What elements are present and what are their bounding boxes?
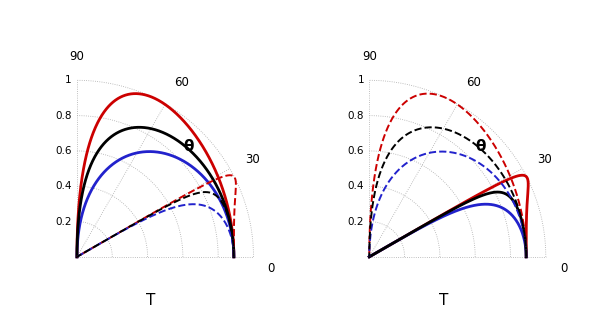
Text: 0.8: 0.8: [55, 111, 72, 121]
Text: 0.4: 0.4: [348, 181, 364, 191]
Text: T: T: [146, 293, 156, 308]
Text: 0.8: 0.8: [348, 111, 364, 121]
Text: 0: 0: [560, 262, 567, 275]
Text: 0.2: 0.2: [55, 216, 72, 227]
Text: 0.6: 0.6: [55, 146, 72, 156]
Text: 90: 90: [362, 50, 377, 63]
Text: T: T: [438, 293, 448, 308]
Text: 60: 60: [466, 76, 481, 89]
Text: 0.2: 0.2: [348, 216, 364, 227]
Text: 30: 30: [245, 153, 260, 166]
Text: 1: 1: [357, 75, 364, 85]
Text: 0.6: 0.6: [348, 146, 364, 156]
Text: $\mathbf{\theta}$: $\mathbf{\theta}$: [183, 138, 194, 154]
Text: 1: 1: [65, 75, 72, 85]
Text: 30: 30: [538, 153, 552, 166]
Text: 90: 90: [69, 50, 85, 63]
Text: 0: 0: [267, 262, 275, 275]
Text: $\mathbf{\theta}$: $\mathbf{\theta}$: [475, 138, 487, 154]
Text: 60: 60: [174, 76, 189, 89]
Text: 0.4: 0.4: [55, 181, 72, 191]
